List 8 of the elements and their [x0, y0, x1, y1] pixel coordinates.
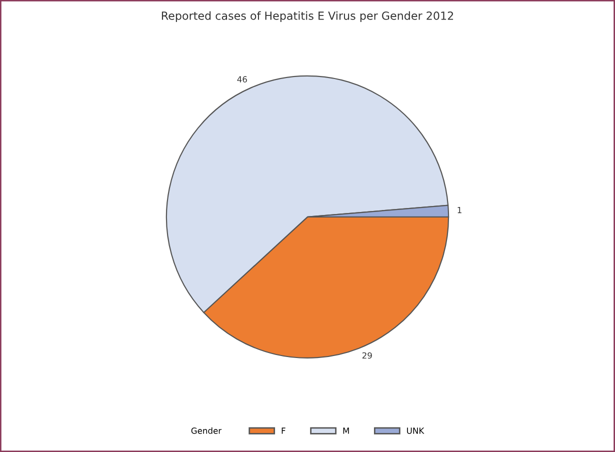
legend-title: Gender [191, 427, 222, 434]
legend-label: F [282, 428, 286, 434]
data-label: 46 [237, 76, 247, 82]
legend-label: UNK [407, 428, 424, 434]
legend-label: M [343, 428, 349, 434]
data-label: 1 [458, 207, 462, 214]
data-label: 29 [362, 352, 372, 359]
chart-title: Reported cases of Hepatitis E Virus per Gender 2012 [162, 11, 454, 22]
